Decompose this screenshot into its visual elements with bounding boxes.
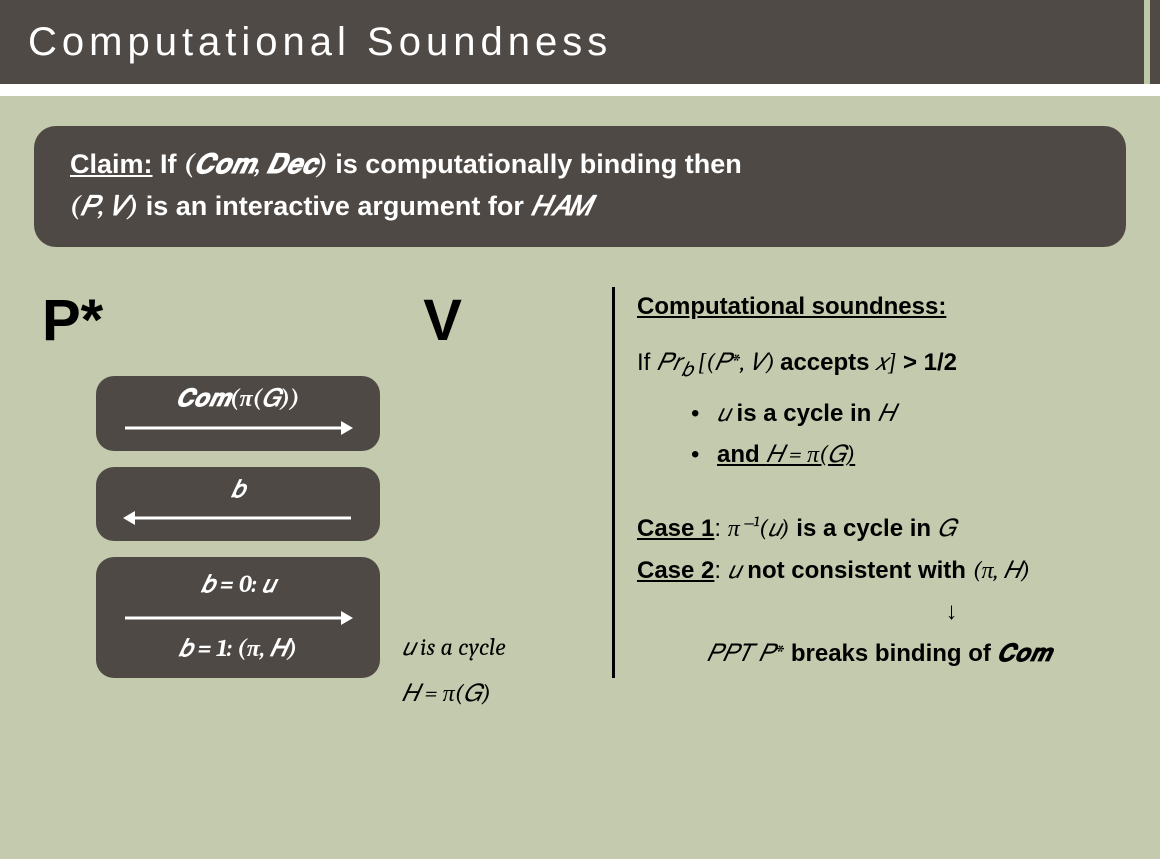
title-bar: Computational Soundness [0, 0, 1160, 84]
protocol-column: P* V 𝑪𝒐𝒎(π(𝐺)) 𝑏 [34, 287, 594, 678]
soundness-if-line: If 𝑃𝑟𝑏 [(𝑃*, 𝑉) accepts 𝑥] > 1/2 [637, 342, 1126, 387]
message-3-line2: 𝑏 = 1: (π, 𝐻) [116, 629, 360, 667]
message-1: 𝑪𝒐𝒎(π(𝐺)) [96, 376, 380, 451]
claim-label: Claim: [70, 149, 153, 179]
claim-text-2: is an interactive argument for [138, 191, 531, 221]
arrow-left-icon [116, 509, 360, 529]
down-arrow-icon: ↓ [777, 592, 1126, 633]
message-3-line1: 𝑏 = 0: 𝑢 [116, 565, 360, 603]
bullet-1: 𝑢 is a cycle in 𝐻 [691, 393, 1126, 435]
claim-text-1b: is computationally binding then [328, 149, 742, 179]
columns: P* V 𝑪𝒐𝒎(π(𝐺)) 𝑏 [34, 287, 1126, 678]
slide: Computational Soundness Claim: If (𝑪𝒐𝒎, … [0, 0, 1160, 859]
slide-title: Computational Soundness [28, 20, 612, 65]
message-stack: 𝑪𝒐𝒎(π(𝐺)) 𝑏 𝑏 = 0: 𝑢 [96, 376, 594, 678]
verifier-label: V [423, 287, 462, 354]
if-pre: If [637, 349, 657, 376]
soundness-column: Computational soundness: If 𝑃𝑟𝑏 [(𝑃*, 𝑉)… [612, 287, 1126, 678]
case-1: Case 1: π⁻¹(𝑢) is a cycle in 𝐺 [637, 508, 1126, 550]
message-3: 𝑏 = 0: 𝑢 𝑏 = 1: (π, 𝐻) [96, 557, 380, 678]
claim-text-1a: If [153, 149, 185, 179]
check-1: 𝑢 is a cycle [402, 625, 506, 671]
message-2: 𝑏 [96, 467, 380, 541]
prover-label: P* [42, 287, 103, 354]
message-1-text: 𝑪𝒐𝒎(π(𝐺)) [116, 384, 360, 413]
case2-label: Case 2 [637, 557, 714, 584]
bullet-2: and 𝐻 = π(𝐺) [691, 434, 1126, 476]
claim-comdec: (𝑪𝒐𝒎, 𝑫𝒆𝒄) [184, 149, 328, 180]
claim-box: Claim: If (𝑪𝒐𝒎, 𝑫𝒆𝒄) is computationally … [34, 126, 1126, 247]
claim-ham: 𝐻𝐴𝑀 [531, 191, 591, 222]
pv-labels: P* V [42, 287, 594, 354]
slide-body: Claim: If (𝑪𝒐𝒎, 𝑫𝒆𝒄) is computationally … [0, 96, 1160, 859]
soundness-bullets: 𝑢 is a cycle in 𝐻 and 𝐻 = π(𝐺) [691, 393, 1126, 477]
claim-pv: (𝑃, 𝑉) [70, 191, 138, 222]
if-expr: 𝑃𝑟𝑏 [(𝑃*, 𝑉) accepts 𝑥] [657, 348, 896, 376]
verifier-checks: 𝑢 is a cycle 𝐻 = π(𝐺) [402, 625, 506, 716]
soundness-heading: Computational soundness: [637, 287, 1126, 328]
if-gt: > 1/2 [896, 349, 957, 376]
case1-label: Case 1 [637, 515, 714, 542]
check-2: 𝐻 = π(𝐺) [402, 671, 506, 717]
conclusion: 𝑃𝑃𝑇 𝑃* breaks binding of 𝑪𝒐𝒎 [707, 633, 1126, 675]
arrow-right-icon [116, 419, 360, 439]
message-2-text: 𝑏 [116, 475, 360, 503]
case-2: Case 2: 𝑢 not consistent with (π, 𝐻) [637, 550, 1126, 592]
arrow-right-icon-2 [116, 609, 360, 629]
